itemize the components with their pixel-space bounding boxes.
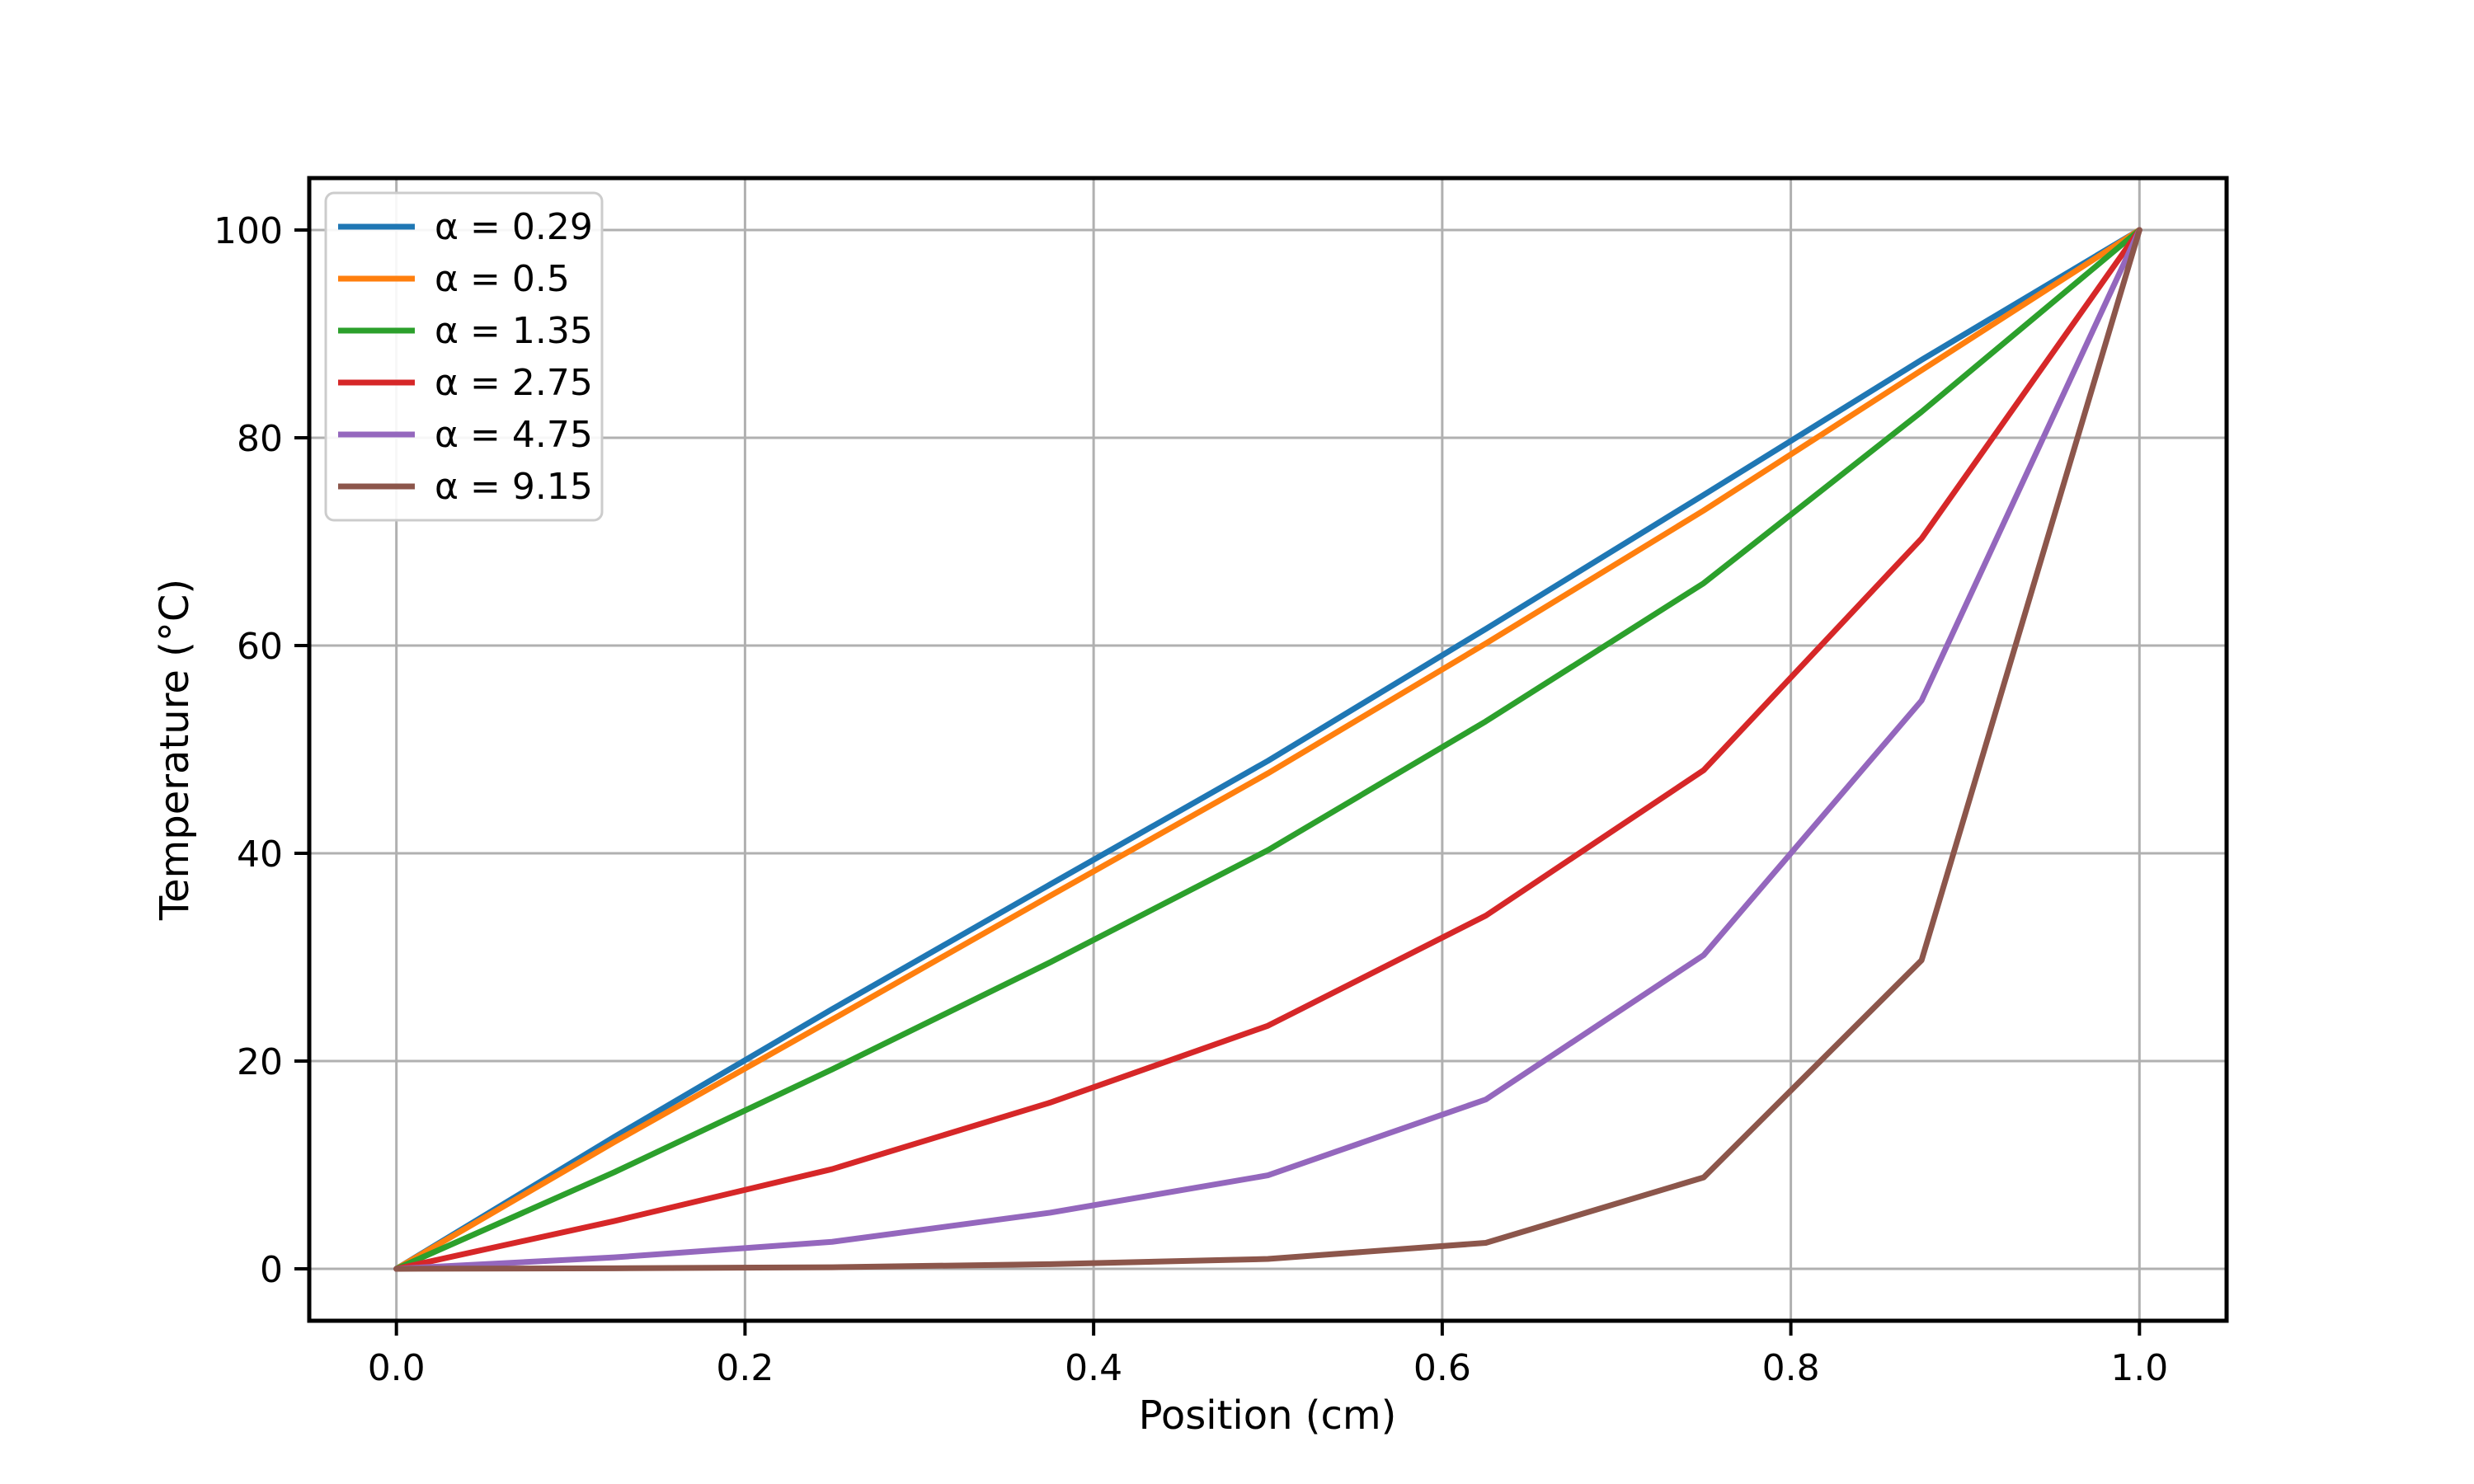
y-tick-label: 20 [237, 1041, 283, 1083]
legend: α = 0.29 α = 0.5 α = 1.35 α = 2.75 α = 4.75 α… [324, 191, 604, 522]
series-lines [393, 227, 2142, 1272]
y-tick-label: 100 [214, 210, 283, 252]
legend-label-0: α = 0.29 [435, 206, 593, 248]
x-tick-label: 1.0 [2110, 1347, 2168, 1389]
y-tick-label: 40 [237, 834, 283, 876]
y-axis-label: Temperature (°C) [152, 579, 198, 921]
x-tick-label: 0.8 [1762, 1347, 1820, 1389]
legend-frame [324, 191, 604, 522]
legend-label-5: α = 9.15 [435, 466, 593, 508]
legend-label-4: α = 4.75 [435, 414, 593, 456]
legend-label-1: α = 0.5 [435, 258, 570, 300]
series-line-0 [393, 227, 2142, 1272]
series-line-2 [393, 227, 2142, 1272]
series-line-4 [393, 227, 2142, 1272]
axes-spines [307, 176, 2229, 1323]
x-tick-label: 0.2 [716, 1347, 774, 1389]
x-tick-label: 0.6 [1413, 1347, 1471, 1389]
series-line-1 [393, 227, 2142, 1272]
axis-ticks: 0.0 0.2 0.4 0.6 0.8 1.0 0 20 40 60 80 100 [214, 210, 2168, 1389]
series-line-3 [393, 227, 2142, 1272]
y-tick-label: 80 [237, 418, 283, 460]
x-tick-label: 0.0 [368, 1347, 426, 1389]
x-tick-label: 0.4 [1065, 1347, 1122, 1389]
legend-label-3: α = 2.75 [435, 362, 593, 404]
y-tick-label: 0 [260, 1249, 283, 1291]
y-tick-label: 60 [237, 626, 283, 668]
x-axis-label: Position (cm) [1139, 1392, 1397, 1439]
legend-label-2: α = 1.35 [435, 310, 593, 352]
series-line-5 [393, 227, 2142, 1272]
